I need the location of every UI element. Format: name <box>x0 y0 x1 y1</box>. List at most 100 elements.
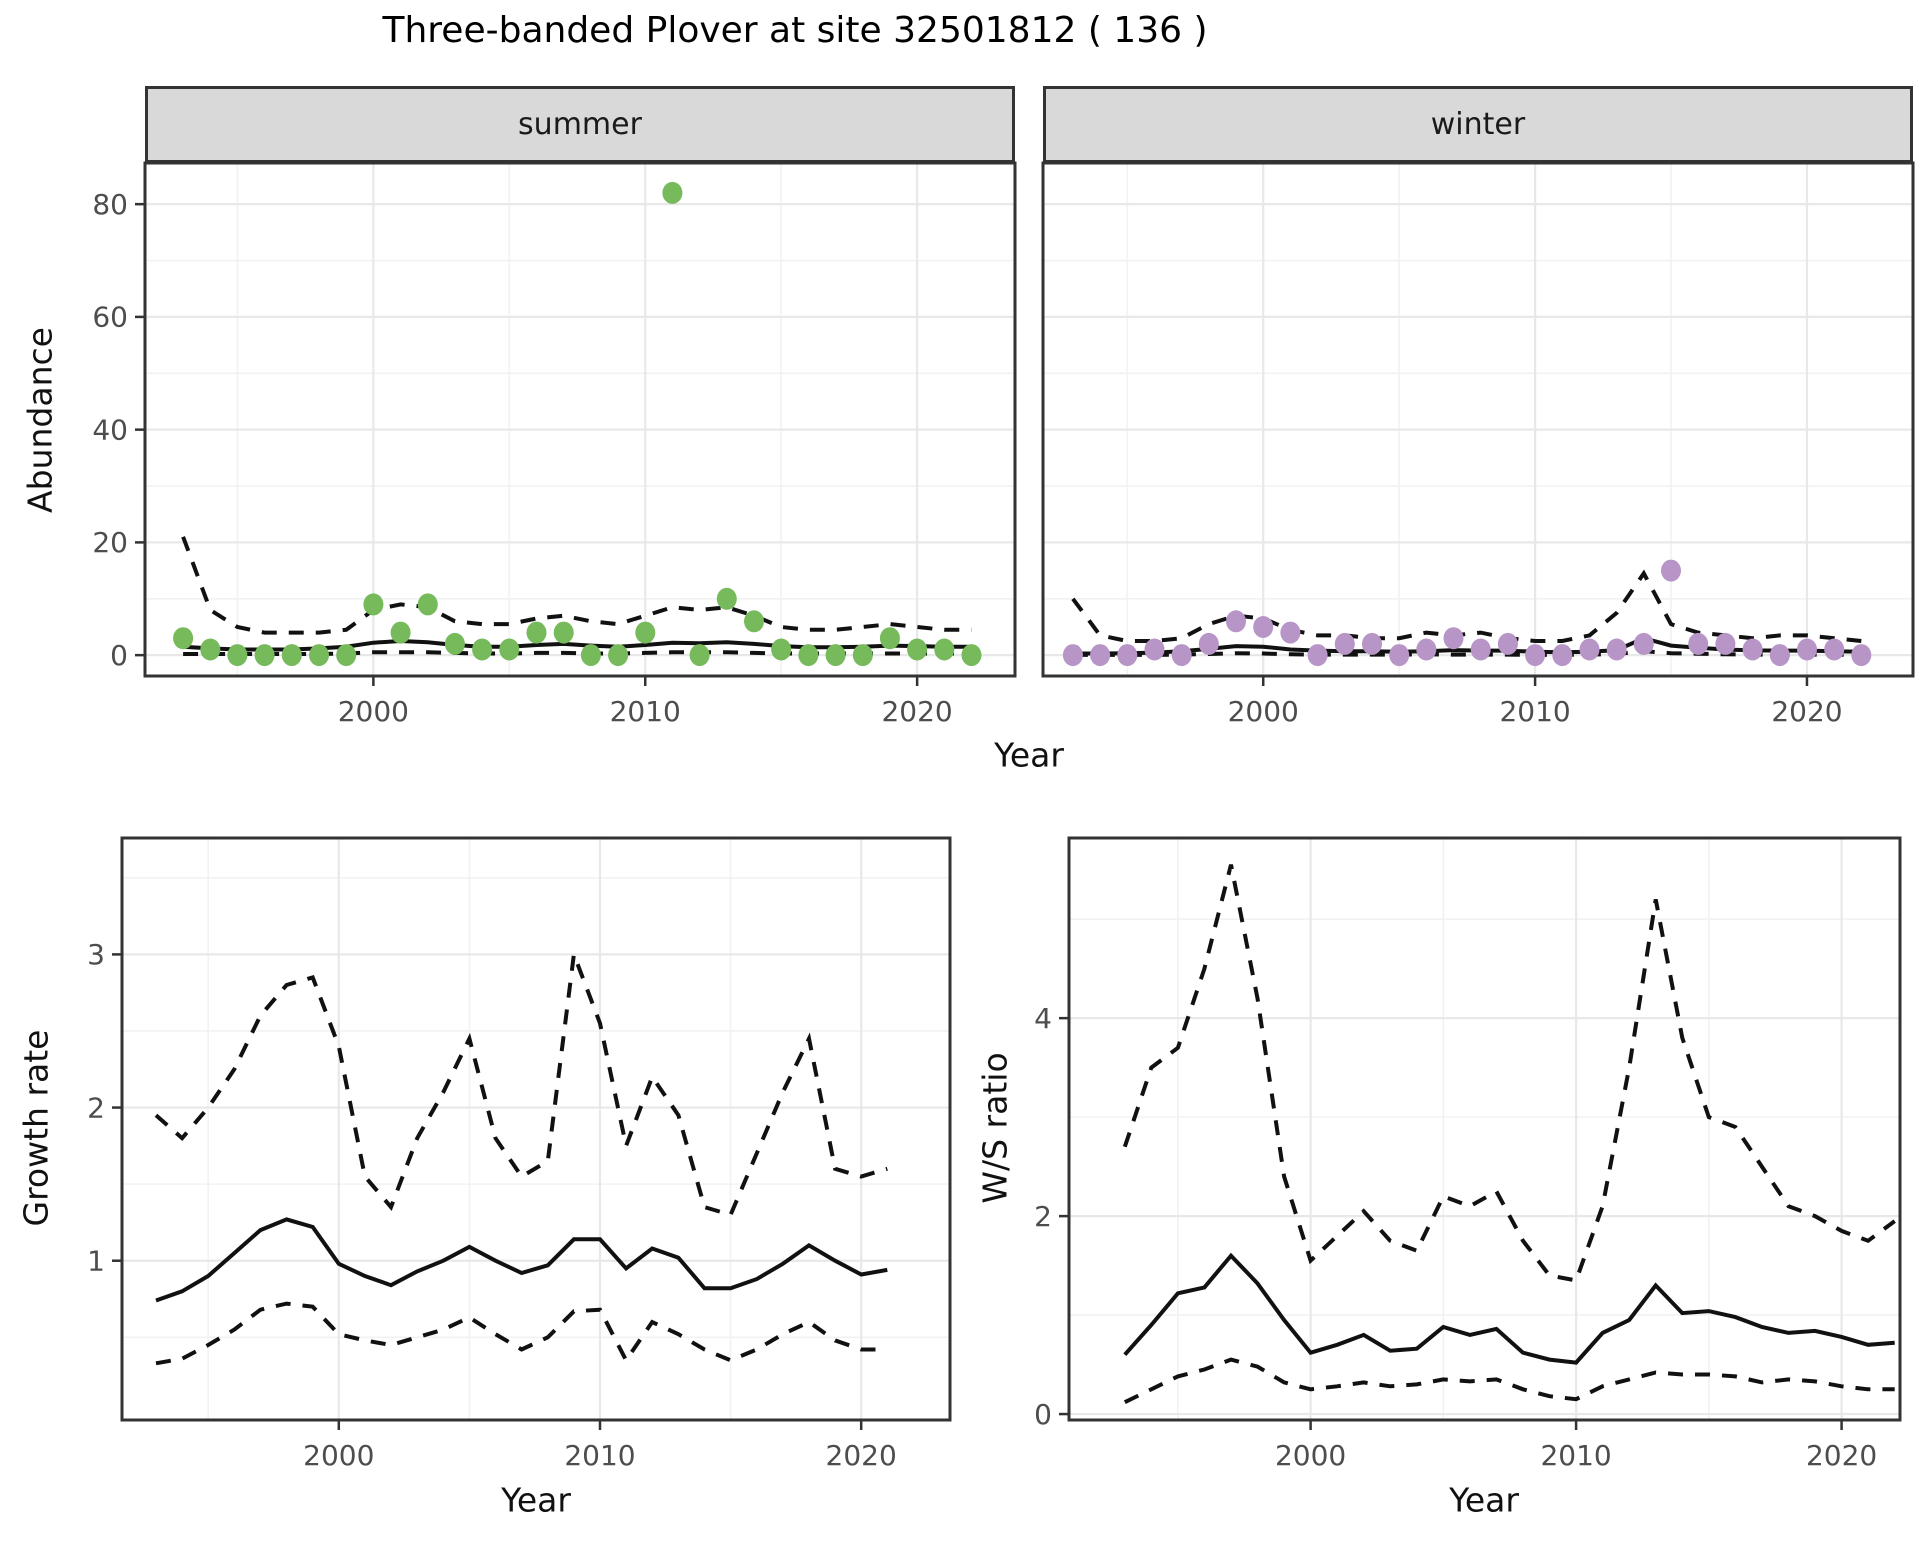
abundance-summer-point <box>744 610 764 633</box>
abundance-summer-point <box>580 644 601 667</box>
abundance-winter-point <box>1226 610 1246 633</box>
ws-ratio-xtick-label: 2020 <box>1806 1439 1877 1472</box>
x-axis-title-year-top: Year <box>994 735 1064 775</box>
abundance-winter-point <box>1144 638 1165 661</box>
abundance-summer-point <box>173 627 194 650</box>
abundance-winter-point <box>1253 616 1274 638</box>
abundance-summer-point <box>390 621 411 644</box>
abundance-winter-point <box>1090 644 1111 667</box>
abundance-winter-point <box>1470 638 1491 661</box>
ws-ratio-ytick-label: 4 <box>1034 1002 1052 1035</box>
abundance-summer-point <box>417 593 438 616</box>
growth-rate-ytick-label: 1 <box>87 1245 105 1278</box>
abundance-summer-panel: 2000 2010 2020 0 20 40 60 80 <box>92 161 1017 728</box>
abundance-summer-ytick-label: 20 <box>92 526 128 559</box>
abundance-summer-point <box>635 621 656 644</box>
abundance-winter-point <box>1525 644 1546 667</box>
abundance-winter-point <box>1117 644 1138 667</box>
abundance-summer-xtick-label: 2000 <box>338 695 409 728</box>
abundance-summer-point <box>879 627 900 650</box>
ws-ratio-panel: 2000 2010 2020 0 2 4 <box>1034 836 1902 1472</box>
growth-rate-xtick-label: 2010 <box>564 1439 635 1472</box>
growth-rate-panel: 2000 2010 2020 1 2 3 <box>87 836 952 1472</box>
growth-rate-mean-line <box>155 1217 888 1303</box>
abundance-summer-point <box>907 638 928 661</box>
abundance-winter-point <box>1633 632 1654 655</box>
abundance-summer-ytick-label: 60 <box>92 301 128 334</box>
abundance-summer-point <box>200 638 221 661</box>
abundance-summer-ytick-label: 0 <box>110 639 128 672</box>
abundance-winter-point <box>1742 638 1763 661</box>
abundance-summer-xtick-label: 2010 <box>610 695 681 728</box>
abundance-winter-point <box>1824 638 1845 661</box>
ws-ratio-ytick-label: 2 <box>1034 1200 1052 1233</box>
ws-ratio-xtick-label: 2010 <box>1540 1439 1611 1472</box>
abundance-winter-point <box>1362 632 1382 655</box>
abundance-summer-point <box>526 621 547 644</box>
abundance-winter-point <box>1334 632 1355 655</box>
abundance-summer-point <box>336 644 357 667</box>
abundance-summer-point <box>961 644 982 667</box>
abundance-summer-point <box>281 644 302 667</box>
abundance-summer-point <box>934 638 955 661</box>
abundance-summer-upper_ci-line <box>181 536 972 635</box>
abundance-winter-point <box>1416 638 1437 661</box>
abundance-winter-xtick-label: 2010 <box>1499 695 1570 728</box>
abundance-winter-point <box>1661 559 1681 582</box>
abundance-winter-point <box>1171 644 1192 667</box>
abundance-summer-point <box>553 621 574 644</box>
abundance-summer-point <box>227 644 248 667</box>
growth-rate-lower_ci-line <box>155 1301 888 1366</box>
abundance-summer-ytick-label: 40 <box>92 413 128 446</box>
abundance-summer-point <box>771 638 792 661</box>
growth-rate-xtick-label: 2020 <box>826 1439 897 1472</box>
abundance-winter-xtick-label: 2000 <box>1228 695 1299 728</box>
y-axis-title-ws-ratio: W/S ratio <box>975 1052 1015 1204</box>
abundance-summer-point <box>363 593 384 616</box>
abundance-summer-point <box>499 638 520 661</box>
abundance-summer-point <box>662 181 683 204</box>
growth-rate-ytick-label: 3 <box>87 938 105 971</box>
abundance-winter-series <box>1062 559 1872 667</box>
ws-ratio-series <box>1122 864 1896 1404</box>
ws-ratio-lower_ci-line <box>1123 1357 1895 1404</box>
ws-ratio-xtick-label: 2000 <box>1275 1439 1346 1472</box>
abundance-summer-point <box>254 644 275 667</box>
facet-strip-summer-label: summer <box>518 107 642 142</box>
abundance-winter-point <box>1851 644 1872 667</box>
abundance-summer-point <box>608 644 629 667</box>
abundance-winter-point <box>1579 638 1600 661</box>
abundance-winter-point <box>1688 632 1709 655</box>
abundance-winter-lower_ci-line <box>1072 649 1862 657</box>
abundance-summer-point <box>689 644 710 667</box>
y-axis-title-growth-rate: Growth rate <box>16 1029 56 1227</box>
abundance-winter-panel: 2000 2010 2020 <box>1041 161 1915 728</box>
abundance-winter-point <box>1307 644 1328 667</box>
growth-rate-xtick-label: 2000 <box>303 1439 374 1472</box>
x-axis-title-year-growth: Year <box>501 1480 571 1520</box>
growth-rate-ytick-label: 2 <box>87 1091 105 1124</box>
facet-strip-winter: winter <box>1043 86 1913 163</box>
figure-title: Three-banded Plover at site 32501812 ( 1… <box>382 10 1208 51</box>
abundance-summer-series <box>173 181 982 667</box>
abundance-winter-point <box>1062 644 1083 667</box>
ws-ratio-upper_ci-line <box>1122 864 1896 1283</box>
abundance-summer-point <box>444 632 465 655</box>
abundance-winter-point <box>1769 644 1790 667</box>
abundance-winter-point <box>1497 632 1518 655</box>
abundance-summer-point <box>825 644 846 667</box>
abundance-summer-xtick-label: 2020 <box>881 695 952 728</box>
abundance-summer-ytick-label: 80 <box>92 188 128 221</box>
abundance-winter-point <box>1606 638 1627 661</box>
abundance-winter-xtick-label: 2020 <box>1771 695 1842 728</box>
abundance-winter-point <box>1198 632 1219 655</box>
abundance-winter-point <box>1280 621 1301 644</box>
abundance-summer-point <box>472 638 493 661</box>
abundance-summer-point <box>852 644 873 667</box>
growth-rate-series <box>154 953 888 1366</box>
facet-strip-winter-label: winter <box>1430 107 1526 142</box>
abundance-winter-point <box>1443 627 1464 650</box>
abundance-winter-point <box>1715 632 1736 655</box>
